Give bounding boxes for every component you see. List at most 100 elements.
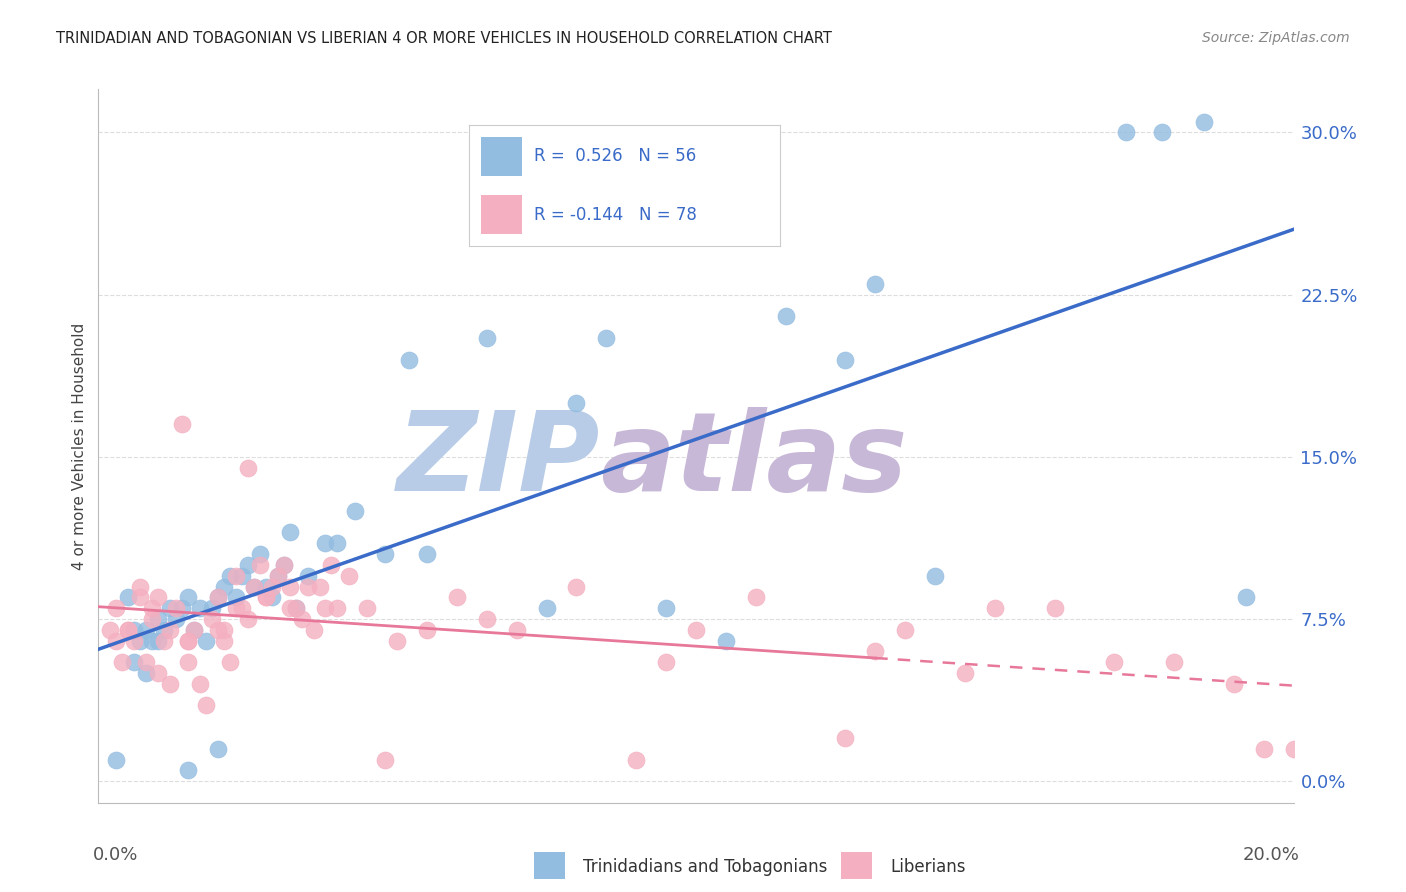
Point (290, 612, 312, 626)
Text: R = -0.144   N = 78: R = -0.144 N = 78 (534, 206, 697, 224)
Text: atlas: atlas (600, 407, 908, 514)
Text: Liberians: Liberians (890, 858, 966, 876)
Point (595, 331, 617, 345)
Point (565, 580, 588, 594)
Point (129, 591, 152, 605)
Point (536, 601, 558, 615)
Point (105, 633, 128, 648)
Text: 0.0%: 0.0% (93, 846, 138, 863)
Point (236, 460, 259, 475)
Point (924, 568, 946, 582)
Point (344, 504, 367, 518)
Point (153, 633, 176, 648)
Point (385, 633, 409, 648)
Point (1192, 114, 1215, 128)
Point (153, 623, 176, 637)
Text: 20.0%: 20.0% (1243, 846, 1299, 863)
Point (124, 623, 146, 637)
Point (159, 623, 181, 637)
Point (212, 580, 235, 594)
Point (894, 623, 917, 637)
Point (1115, 125, 1137, 139)
Text: TRINIDADIAN AND TOBAGONIAN VS LIBERIAN 4 OR MORE VEHICLES IN HOUSEHOLD CORRELATI: TRINIDADIAN AND TOBAGONIAN VS LIBERIAN 4… (56, 31, 832, 46)
Point (177, 764, 200, 778)
Point (117, 623, 139, 637)
Point (129, 580, 152, 594)
Point (188, 601, 211, 615)
Point (219, 655, 242, 669)
Point (284, 601, 307, 615)
Point (172, 417, 194, 432)
Point (834, 731, 856, 745)
Point (416, 623, 439, 637)
Point (1253, 741, 1275, 756)
Point (260, 580, 283, 594)
Point (148, 666, 170, 681)
Point (249, 558, 271, 572)
Point (225, 591, 247, 605)
Point (278, 580, 301, 594)
Point (219, 568, 242, 582)
Point (685, 623, 707, 637)
Point (655, 601, 678, 615)
Point (1150, 125, 1173, 139)
Point (177, 591, 200, 605)
Point (326, 536, 349, 550)
Point (141, 633, 163, 648)
Point (124, 633, 146, 648)
Point (148, 612, 170, 626)
Point (124, 655, 146, 669)
Point (249, 547, 271, 561)
Point (135, 623, 157, 637)
Point (356, 601, 378, 615)
Point (207, 591, 229, 605)
Point (475, 331, 498, 345)
Point (243, 580, 266, 594)
Point (273, 558, 295, 572)
Point (135, 655, 157, 669)
Point (278, 601, 301, 615)
Point (714, 633, 737, 648)
Point (201, 612, 224, 626)
Point (231, 601, 253, 615)
Point (326, 601, 349, 615)
Point (775, 310, 797, 324)
Point (141, 601, 163, 615)
Point (297, 580, 319, 594)
Point (297, 568, 319, 582)
Point (655, 655, 678, 669)
Point (321, 558, 343, 572)
Point (159, 677, 181, 691)
Y-axis label: 4 or more Vehicles in Household: 4 or more Vehicles in Household (72, 322, 87, 570)
Point (254, 580, 277, 594)
Point (172, 601, 194, 615)
Point (398, 352, 420, 367)
Point (207, 741, 229, 756)
Point (177, 633, 200, 648)
Text: ZIP: ZIP (396, 407, 600, 514)
Point (105, 753, 128, 767)
Point (1312, 688, 1334, 702)
Point (236, 558, 259, 572)
Point (267, 568, 290, 582)
Point (374, 753, 396, 767)
Point (183, 623, 205, 637)
Point (194, 633, 218, 648)
Text: Source: ZipAtlas.com: Source: ZipAtlas.com (1202, 31, 1350, 45)
Point (111, 655, 134, 669)
Point (314, 536, 337, 550)
Point (1102, 655, 1125, 669)
Point (284, 601, 307, 615)
Point (254, 591, 277, 605)
Point (983, 601, 1005, 615)
Point (267, 568, 290, 582)
Point (105, 601, 128, 615)
Point (159, 601, 181, 615)
Point (953, 666, 976, 681)
Point (243, 580, 266, 594)
Point (339, 568, 360, 582)
Text: R =  0.526   N = 56: R = 0.526 N = 56 (534, 147, 696, 165)
Point (98, 623, 122, 637)
Point (135, 666, 157, 681)
Point (863, 644, 886, 658)
